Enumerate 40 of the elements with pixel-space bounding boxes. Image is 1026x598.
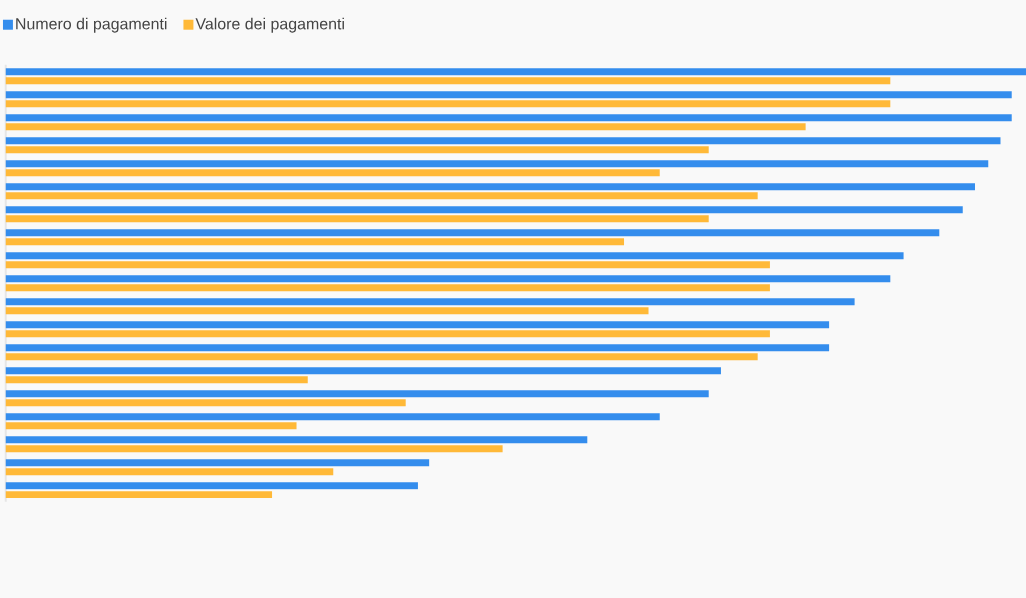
bar: [5, 169, 660, 177]
bar: [5, 238, 625, 246]
bar: [5, 183, 975, 191]
bar: [5, 444, 503, 452]
bar: [5, 321, 830, 329]
bar: [5, 298, 855, 306]
legend-label: Valore dei pagamenti: [195, 17, 344, 33]
bar: [5, 330, 770, 337]
bar: [5, 77, 891, 85]
bar: [5, 114, 1012, 122]
bar: [5, 261, 770, 269]
bar: [5, 68, 1026, 76]
bar: [5, 100, 891, 108]
bar: [5, 367, 721, 375]
bar: [5, 284, 770, 292]
bar: [5, 146, 709, 154]
bar: [5, 160, 989, 168]
bar: [5, 467, 334, 475]
bar: [5, 421, 297, 429]
bar: [5, 344, 830, 352]
bar: [5, 91, 1012, 99]
bar: [5, 481, 418, 489]
bar: [5, 376, 308, 383]
bar: [5, 398, 406, 406]
bar: [5, 137, 1001, 145]
bar: [5, 206, 963, 214]
bar: [5, 275, 891, 283]
bar: [5, 490, 273, 498]
bar: [5, 192, 758, 200]
bar: [5, 353, 758, 360]
bar: [5, 390, 709, 397]
bar: [5, 413, 660, 420]
bar: [5, 458, 430, 466]
legend-label: Numero di pagamenti: [16, 17, 167, 33]
bar: [5, 229, 940, 237]
bar: [5, 123, 806, 131]
bar: [5, 307, 649, 315]
bar: [5, 215, 709, 223]
bar: [5, 252, 904, 260]
bar: [5, 436, 588, 443]
